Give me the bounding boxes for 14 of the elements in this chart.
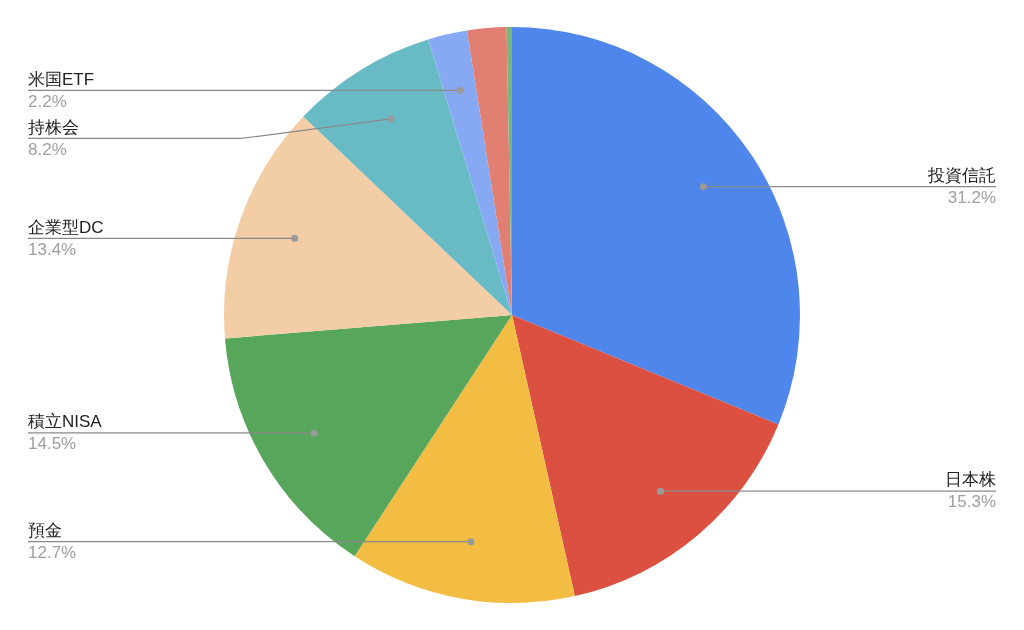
slice-label: 預金	[28, 520, 62, 540]
data-label: 31.2%	[947, 187, 996, 207]
data-label: 12.7%	[28, 542, 77, 562]
data-label: 8.2%	[28, 139, 67, 159]
slice-label: 積立NISA	[28, 412, 103, 432]
slice-label: 企業型DC	[28, 217, 104, 237]
data-label: 14.5%	[28, 434, 77, 454]
slice-label: 米国ETF	[28, 69, 95, 89]
slice-label: 持株会	[28, 117, 79, 137]
data-label: 2.2%	[28, 91, 67, 111]
slice-label: 日本株	[945, 470, 996, 490]
data-label: 15.3%	[947, 492, 996, 512]
slice-label: 投資信託	[927, 165, 996, 185]
data-label: 13.4%	[28, 239, 77, 259]
